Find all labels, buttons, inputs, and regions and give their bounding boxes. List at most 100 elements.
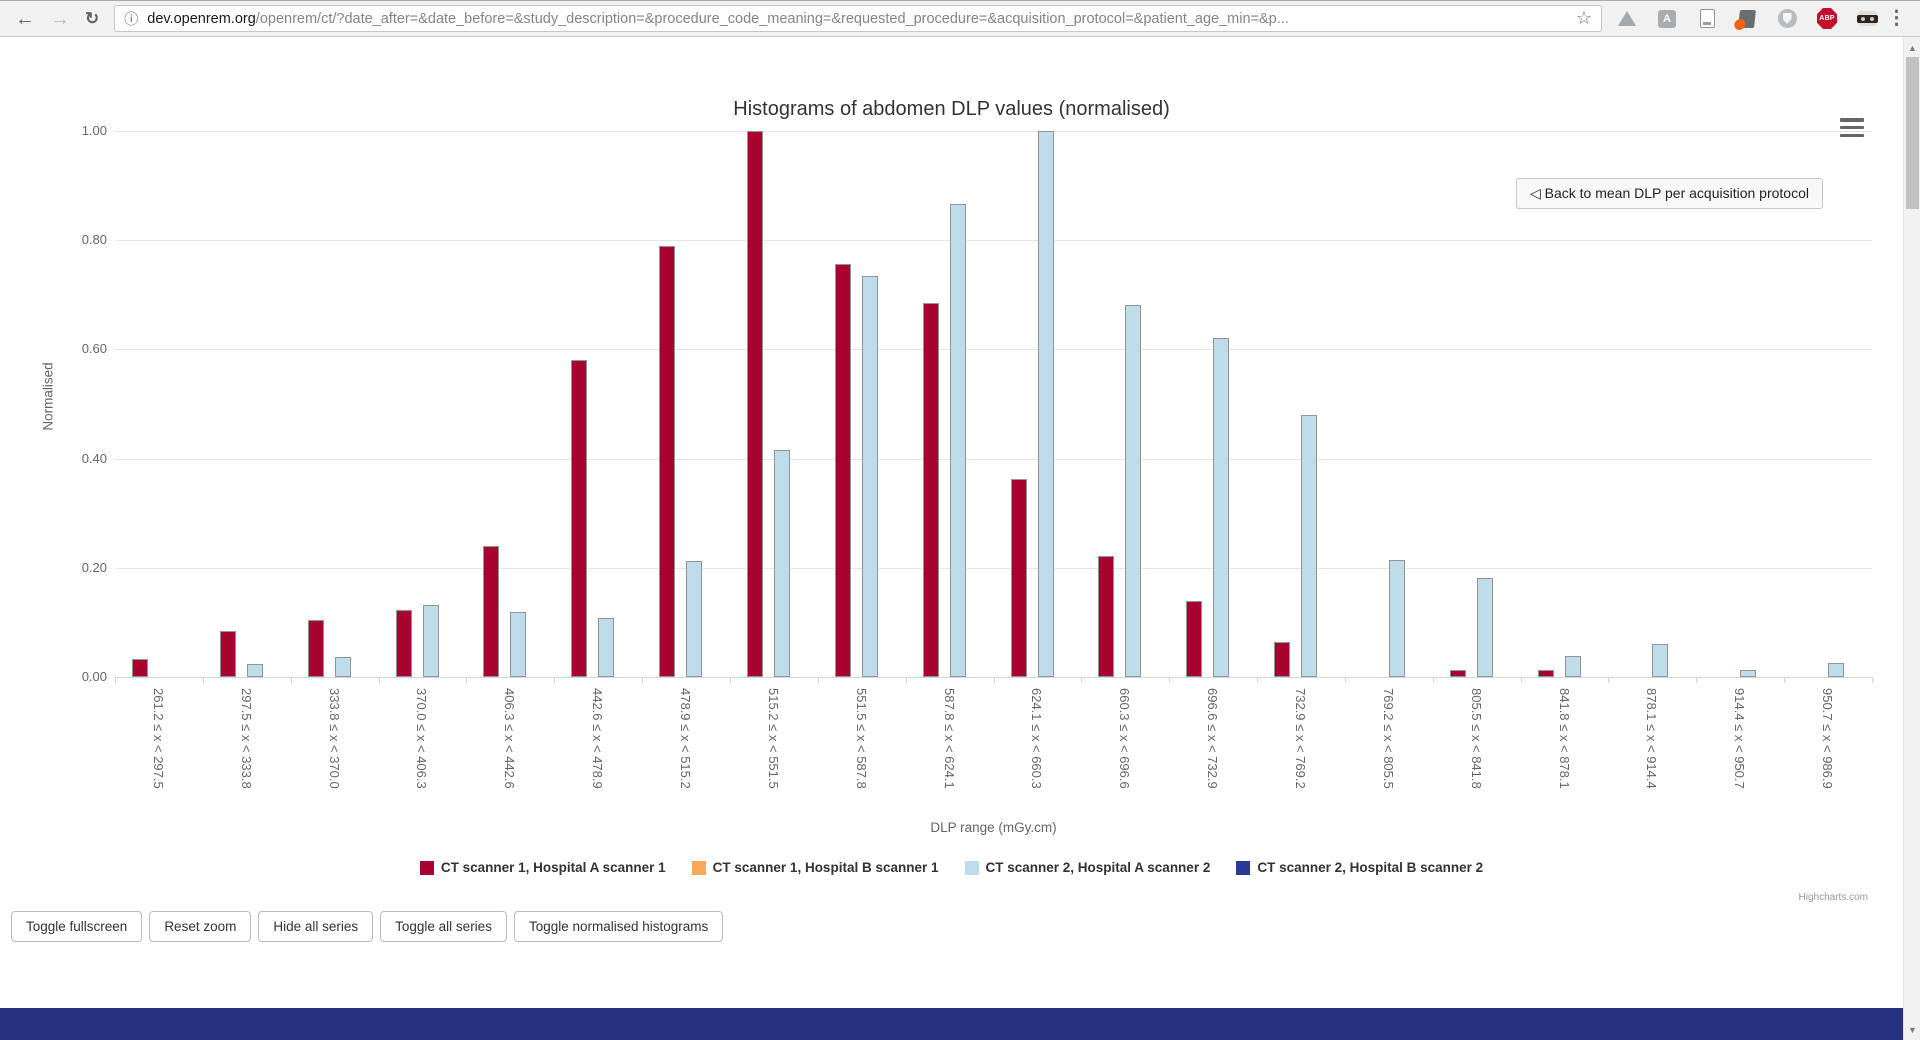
histogram-bar[interactable] (1098, 556, 1115, 677)
x-tick-label: 732.9 ≤ x < 769.2 (1292, 688, 1308, 789)
histogram-bar[interactable] (1125, 305, 1142, 677)
x-tick-label: 515.2 ≤ x < 551.5 (765, 688, 781, 789)
histogram-bar[interactable] (834, 264, 851, 677)
histogram-bar[interactable] (510, 612, 527, 677)
histogram-bar[interactable] (422, 605, 439, 677)
x-axis-tick (203, 677, 204, 683)
chart-context-menu-icon[interactable] (1840, 118, 1864, 137)
histogram-bar[interactable] (246, 664, 263, 677)
scroll-down-icon[interactable]: ▼ (1908, 1024, 1917, 1035)
reset-zoom-button[interactable]: Reset zoom (149, 911, 252, 942)
histogram-bar[interactable] (1213, 338, 1230, 677)
x-tick-label: 769.2 ≤ x < 805.5 (1380, 688, 1396, 789)
toggle-normalised-histograms-button[interactable]: Toggle normalised histograms (513, 911, 724, 942)
bookmark-star-icon[interactable]: ☆ (1575, 8, 1592, 28)
histogram-bar[interactable] (773, 450, 790, 677)
legend-item[interactable]: CT scanner 2, Hospital A scanner 2 (964, 860, 1210, 875)
x-tick-label: 914.4 ≤ x < 950.7 (1732, 688, 1748, 789)
google-drive-icon[interactable] (1617, 9, 1637, 29)
x-axis-tick (818, 677, 819, 683)
x-axis-tick (1081, 677, 1082, 683)
y-axis-title: Normalised (40, 362, 56, 431)
legend-swatch (419, 860, 434, 875)
y-tick-label: 0.00 (81, 669, 107, 684)
office-orange-dot-icon[interactable] (1733, 9, 1757, 30)
histogram-bar[interactable] (598, 618, 615, 677)
histogram-bar[interactable] (861, 276, 878, 677)
x-axis-tick (1784, 677, 1785, 683)
x-axis-tick (730, 677, 731, 683)
histogram-bar[interactable] (395, 610, 412, 677)
histogram-bar[interactable] (132, 659, 148, 677)
forward-icon[interactable]: → (50, 7, 70, 30)
histogram-bar[interactable] (1301, 415, 1317, 677)
document-icon[interactable] (1697, 9, 1717, 29)
x-tick-label: 660.3 ≤ x < 696.6 (1117, 688, 1133, 789)
scrollbar-thumb[interactable] (1906, 57, 1919, 209)
hide-all-series-button[interactable]: Hide all series (258, 911, 374, 942)
histogram-bar[interactable] (1388, 560, 1405, 677)
toggle-all-series-button[interactable]: Toggle all series (380, 911, 507, 942)
x-tick-label: 333.8 ≤ x < 370.0 (326, 688, 342, 789)
histogram-bar[interactable] (949, 204, 966, 677)
histogram-bar[interactable] (1537, 670, 1554, 677)
histogram-bar[interactable] (483, 546, 500, 677)
legend-item[interactable]: CT scanner 2, Hospital B scanner 2 (1236, 860, 1483, 875)
toggle-fullscreen-button[interactable]: Toggle fullscreen (11, 911, 143, 942)
address-bar[interactable]: ⓘ dev.openrem.org/openrem/ct/?date_after… (114, 5, 1602, 32)
x-tick-label: 442.6 ≤ x < 478.9 (590, 688, 606, 789)
x-axis-tick (1257, 677, 1258, 683)
x-tick-label: 624.1 ≤ x < 660.3 (1029, 688, 1045, 789)
histogram-bar[interactable] (1740, 670, 1757, 677)
legend-swatch (691, 860, 706, 875)
histogram-bar[interactable] (686, 561, 703, 677)
histogram-bar[interactable] (1274, 642, 1290, 677)
scrollbar[interactable]: ▲ ▼ (1903, 37, 1920, 1040)
browser-menu-icon[interactable]: ⋮ (1887, 8, 1906, 29)
chart-legend: CT scanner 1, Hospital A scanner 1 CT sca… (0, 860, 1903, 875)
histogram-bar[interactable] (922, 303, 939, 677)
histogram-bar[interactable] (571, 360, 588, 677)
legend-item[interactable]: CT scanner 1, Hospital B scanner 1 (691, 860, 939, 875)
x-tick-label: 261.2 ≤ x < 297.5 (150, 688, 166, 789)
back-to-mean-dlp-button[interactable]: ◁ Back to mean DLP per acquisition proto… (1516, 178, 1823, 209)
x-axis-title: DLP range (mGy.cm) (930, 820, 1057, 835)
histogram-bar[interactable] (1449, 670, 1466, 677)
url-text[interactable]: dev.openrem.org/openrem/ct/?date_after=&… (147, 11, 1568, 27)
adblock-plus-icon[interactable]: ABP (1817, 8, 1837, 29)
x-axis-tick (466, 677, 467, 683)
x-axis-tick (994, 677, 995, 683)
y-gridline (115, 240, 1872, 242)
histogram-bar[interactable] (1828, 663, 1845, 677)
highcharts-credit[interactable]: Highcharts.com (1798, 892, 1868, 903)
legend-item[interactable]: CT scanner 1, Hospital A scanner 1 (419, 860, 666, 875)
y-gridline (115, 458, 1872, 460)
url-host: dev.openrem.org (147, 10, 256, 27)
x-tick-label: 805.5 ≤ x < 841.8 (1468, 688, 1484, 789)
x-axis-tick (1169, 677, 1170, 683)
scroll-up-icon[interactable]: ▲ (1908, 42, 1917, 53)
histogram-bar[interactable] (334, 657, 351, 677)
histogram-bar[interactable] (219, 631, 236, 677)
histogram-bar[interactable] (659, 246, 676, 677)
histogram-bar[interactable] (307, 620, 324, 677)
reload-icon[interactable]: ↻ (85, 9, 100, 28)
histogram-bar[interactable] (1476, 578, 1493, 677)
x-axis-tick (1872, 677, 1873, 683)
histogram-bar[interactable] (1186, 601, 1203, 677)
privacy-mask-icon[interactable] (1856, 9, 1878, 29)
x-axis-tick (642, 677, 643, 683)
histogram-bar[interactable] (1010, 479, 1027, 677)
shield-icon[interactable] (1777, 9, 1797, 29)
page-info-icon[interactable]: ⓘ (124, 10, 139, 27)
y-tick-label: 0.20 (81, 559, 107, 575)
histogram-bar[interactable] (746, 131, 763, 677)
legend-swatch (1236, 860, 1251, 875)
histogram-bar[interactable] (1652, 644, 1669, 677)
histogram-bar[interactable] (1037, 131, 1054, 677)
back-icon[interactable]: ← (15, 7, 35, 30)
histogram-bar[interactable] (1564, 656, 1581, 677)
adobe-acrobat-icon[interactable]: A (1657, 9, 1677, 29)
legend-label: CT scanner 1, Hospital B scanner 1 (712, 860, 939, 875)
x-tick-label: 950.7 ≤ x < 986.9 (1820, 688, 1836, 789)
